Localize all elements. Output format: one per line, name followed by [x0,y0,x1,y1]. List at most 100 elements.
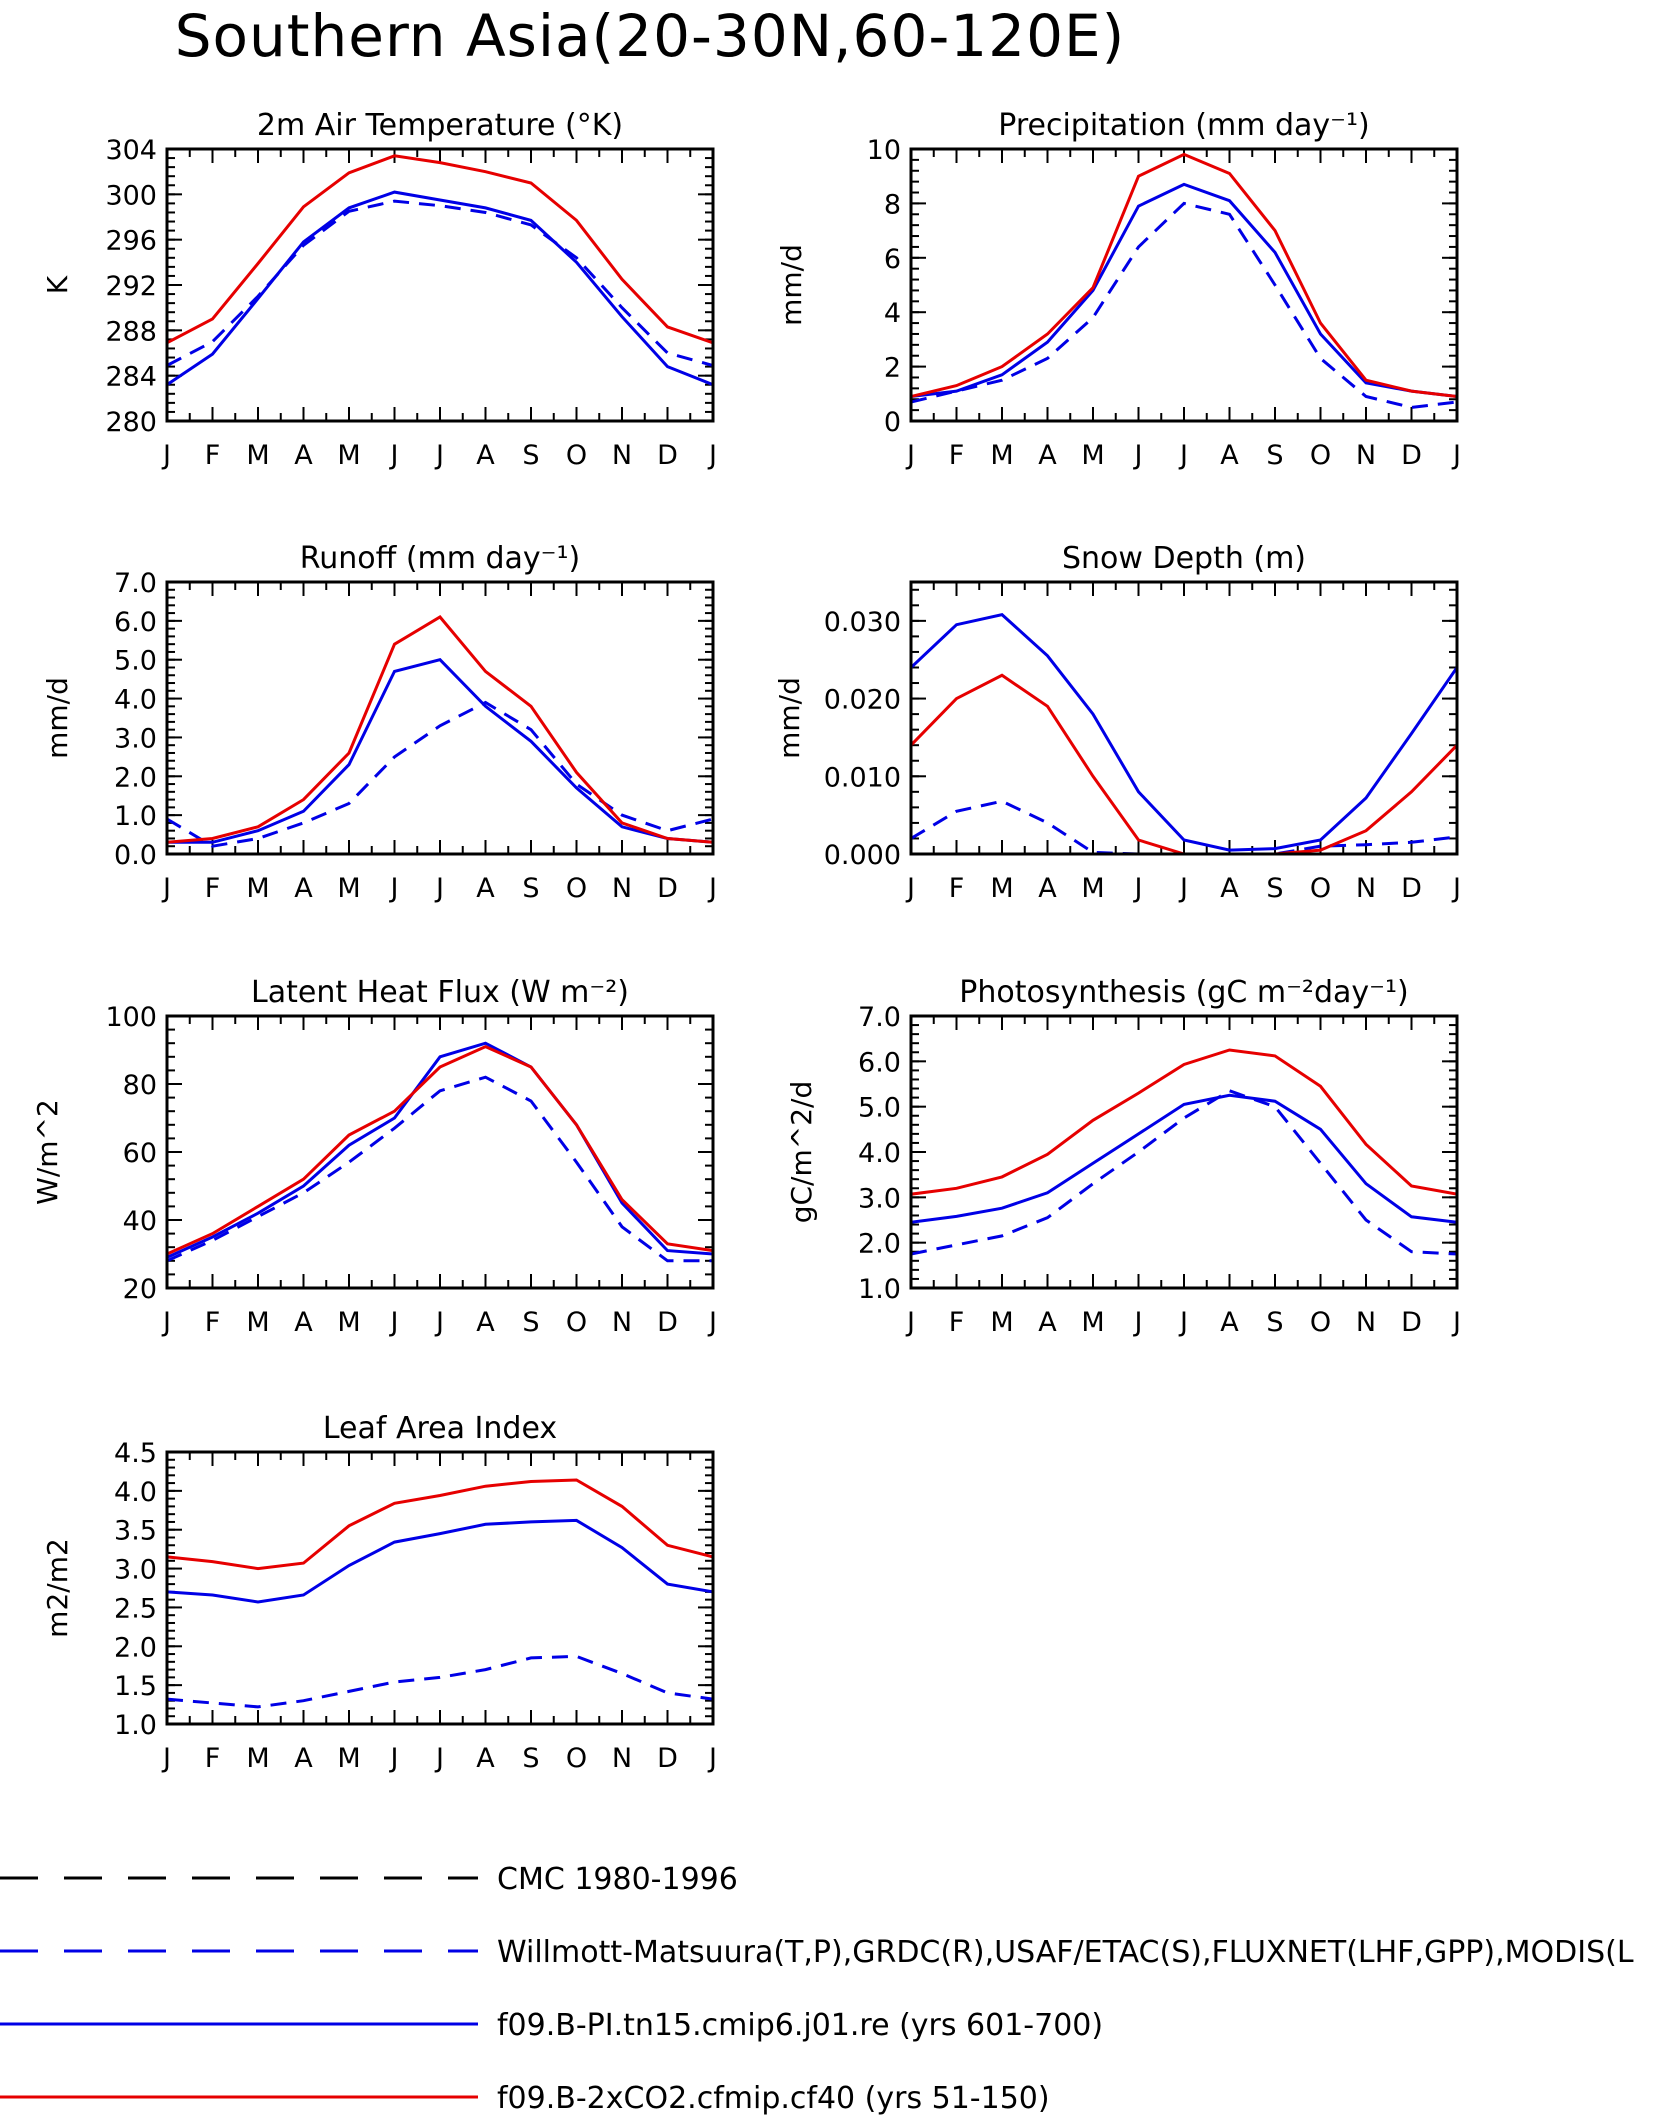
x-tick-label: F [205,440,221,471]
legend-label: f09.B-2xCO2.cfmip.cf40 (yrs 51-150) [497,2081,1050,2116]
x-tick-label: S [522,873,539,904]
x-tick-label: A [294,1307,313,1338]
y-tick-label: 0.030 [824,607,901,638]
x-tick-label: D [1401,873,1422,904]
y-tick-label: 80 [123,1070,157,1101]
x-tick-label: N [612,1743,632,1774]
x-tick-label: J [707,1307,717,1338]
y-tick-label: 2.0 [858,1229,901,1260]
series-line-exp [167,615,713,844]
x-tick-label: J [1133,1307,1143,1338]
x-tick-label: J [1451,873,1461,904]
x-tick-label: A [294,440,313,471]
x-tick-label: J [1178,1307,1188,1338]
x-tick-label: O [1310,1307,1331,1338]
x-tick-label: J [1133,440,1143,471]
x-tick-label: J [161,1307,171,1338]
x-tick-label: M [337,440,360,471]
x-tick-label: J [905,1307,915,1338]
x-tick-label: J [389,440,399,471]
x-tick-label: F [949,1307,965,1338]
x-tick-label: D [657,1743,678,1774]
x-tick-label: J [1133,873,1143,904]
panel-title: Latent Heat Flux (W m⁻²) [251,975,629,1010]
x-tick-label: N [612,1307,632,1338]
y-tick-label: 3.0 [858,1183,901,1214]
x-tick-label: J [434,1743,444,1774]
y-tick-label: 1.0 [858,1274,901,1305]
series-line-ctrl [167,1518,713,1604]
y-tick-label: 292 [105,271,157,302]
x-tick-label: J [1451,1307,1461,1338]
x-tick-label: J [389,1743,399,1774]
y-tick-label: 2.5 [114,1593,157,1624]
x-tick-label: J [434,440,444,471]
y-tick-label: 6.0 [858,1047,901,1078]
x-tick-label: M [337,873,360,904]
x-tick-label: D [657,440,678,471]
x-tick-label: S [1266,440,1283,471]
series-line-obs [911,1089,1457,1256]
y-tick-label: 2.0 [114,1632,157,1663]
x-tick-label: A [1220,440,1239,471]
y-tick-label: 3.0 [114,723,157,754]
x-tick-label: J [707,1743,717,1774]
y-tick-label: 8 [884,189,901,220]
x-tick-label: M [1081,1307,1104,1338]
x-tick-label: M [990,440,1013,471]
x-tick-label: F [205,1743,221,1774]
x-tick-label: M [337,1743,360,1774]
y-tick-label: 284 [105,362,157,393]
x-tick-label: J [389,1307,399,1338]
y-tick-label: 300 [105,180,157,211]
x-tick-label: A [1220,873,1239,904]
x-tick-label: J [1178,440,1188,471]
plot-frame [165,1014,715,1290]
plot-frame [909,147,1459,423]
x-tick-label: D [657,873,678,904]
series-line-exp [167,1044,713,1256]
figure-title: Southern Asia(20-30N,60-120E) [174,2,1126,70]
x-tick-label: A [476,1743,495,1774]
x-tick-label: M [1081,873,1104,904]
y-tick-label: 1.5 [114,1671,157,1702]
y-tick-label: 20 [123,1274,157,1305]
x-tick-label: F [205,1307,221,1338]
y-tick-label: 2 [884,353,901,384]
x-tick-label: O [1310,440,1331,471]
x-tick-label: N [1356,1307,1376,1338]
x-tick-label: N [612,440,632,471]
y-tick-label: 1.0 [114,801,157,832]
y-tick-label: 280 [105,407,157,438]
panel-title: Leaf Area Index [323,1411,557,1446]
plot-frame [165,147,715,423]
x-tick-label: A [1038,440,1057,471]
legend-label: CMC 1980-1996 [497,1862,738,1897]
y-tick-label: 7.0 [114,568,157,599]
y-tick-label: 296 [105,226,157,257]
x-tick-label: A [476,440,495,471]
y-tick-label: 5.0 [114,646,157,677]
y-tick-label: 0.020 [824,685,901,716]
x-tick-label: J [1451,440,1461,471]
y-tick-label: 3.5 [114,1516,157,1547]
x-tick-label: M [337,1307,360,1338]
series-line-ctrl [167,658,713,844]
y-tick-label: 4.5 [114,1438,157,1469]
panel-1: 2m Air Temperature (°K)J F M A M J J A S O N D J2802… [41,108,717,471]
x-tick-label: J [905,873,915,904]
x-tick-label: J [905,440,915,471]
x-tick-label: M [990,873,1013,904]
x-tick-label: A [294,1743,313,1774]
series-line-exp [911,1048,1457,1196]
x-tick-label: S [1266,873,1283,904]
x-tick-label: N [1356,873,1376,904]
x-tick-label: F [205,873,221,904]
series-line-exp [911,673,1457,854]
panel-title: Runoff (mm day⁻¹) [300,541,581,576]
x-tick-label: O [566,1743,587,1774]
x-tick-label: S [1266,1307,1283,1338]
y-tick-label: 7.0 [858,1002,901,1033]
x-tick-label: J [161,873,171,904]
